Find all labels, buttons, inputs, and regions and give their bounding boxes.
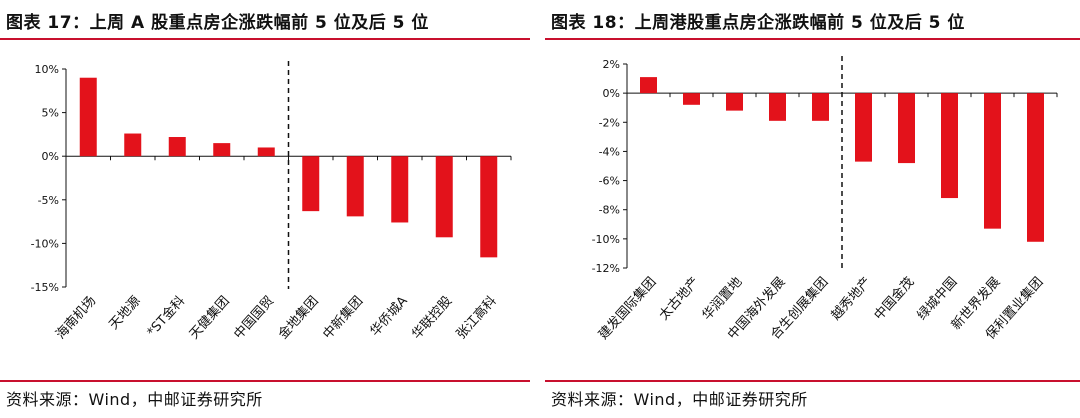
category-label: 绿城中国 — [915, 275, 961, 324]
bar — [257, 147, 275, 157]
bar — [941, 93, 958, 199]
category-label: 张江高科 — [453, 293, 500, 342]
y-tick-label: -12% — [592, 262, 620, 275]
chart-panel-hk-share: 图表 18：上周港股重点房企涨跌幅前 5 位及后 5 位 2% 0% -2% -4% -… — [545, 0, 1080, 418]
bar — [726, 93, 743, 111]
category-label: *ST金科 — [144, 293, 188, 340]
y-tick-label: -10% — [592, 233, 620, 246]
chart-title: 图表 18：上周港股重点房企涨跌幅前 5 位及后 5 位 — [551, 13, 965, 33]
y-tick-label: -4% — [599, 145, 620, 158]
y-tick-label: -6% — [599, 175, 620, 188]
category-label: 中国金茂 — [871, 274, 918, 323]
category-label: 金地集团 — [275, 293, 322, 342]
bar — [898, 93, 915, 164]
y-tick-label: -2% — [599, 116, 620, 129]
bar — [640, 77, 657, 94]
category-label: 中新集团 — [320, 293, 367, 342]
y-tick-label: 5% — [42, 107, 59, 120]
bar-chart-a-share: 10% 5% 0% -5% -10% -15%海南机场 天地源 *ST金科天健集团中国国贸金地… — [31, 61, 512, 343]
y-tick-label: -10% — [31, 237, 59, 250]
category-label: 中国国贸 — [231, 294, 277, 343]
bar — [812, 93, 829, 121]
bar — [480, 156, 498, 258]
y-tick-label: 0% — [603, 87, 620, 100]
top-rule — [0, 38, 530, 40]
bar — [346, 156, 364, 217]
bar — [302, 156, 320, 212]
category-label: 太古地产 — [657, 275, 703, 324]
chart-title: 图表 17：上周 A 股重点房企涨跌幅前 5 位及后 5 位 — [6, 13, 429, 33]
bar — [168, 137, 186, 157]
category-label: 华润置地 — [700, 275, 746, 324]
category-label: 华侨城A — [368, 294, 411, 340]
source-note: 资料来源：Wind，中邮证券研究所 — [551, 390, 808, 409]
category-label: 天健集团 — [186, 293, 233, 342]
top-rule — [545, 38, 1080, 40]
category-label: 越秀地产 — [829, 275, 875, 324]
category-label: 建发国际集团 — [595, 274, 659, 343]
y-tick-label: -5% — [38, 194, 59, 207]
y-tick-label: -15% — [31, 281, 59, 294]
bottom-rule — [545, 380, 1080, 382]
category-label: 海南机场 — [53, 293, 100, 342]
source-note: 资料来源：Wind，中邮证券研究所 — [6, 390, 263, 409]
bar — [855, 93, 872, 162]
bar — [213, 143, 231, 157]
y-tick-label: 2% — [603, 58, 620, 71]
chart-panel-a-share: 图表 17：上周 A 股重点房企涨跌幅前 5 位及后 5 位 10% 5% 0% -5… — [0, 0, 530, 418]
bar — [435, 156, 453, 238]
bar — [1027, 93, 1044, 242]
bar — [391, 156, 409, 223]
bar — [769, 93, 786, 121]
bar — [683, 93, 700, 105]
y-tick-label: -8% — [599, 204, 620, 217]
category-label: 华联控股 — [409, 294, 455, 343]
y-tick-label: 0% — [42, 150, 59, 163]
bar — [984, 93, 1001, 229]
y-tick-label: 10% — [35, 63, 59, 76]
bar — [79, 77, 97, 157]
bottom-rule — [0, 380, 530, 382]
bar — [124, 133, 142, 157]
category-label: 天地源 — [106, 294, 143, 333]
